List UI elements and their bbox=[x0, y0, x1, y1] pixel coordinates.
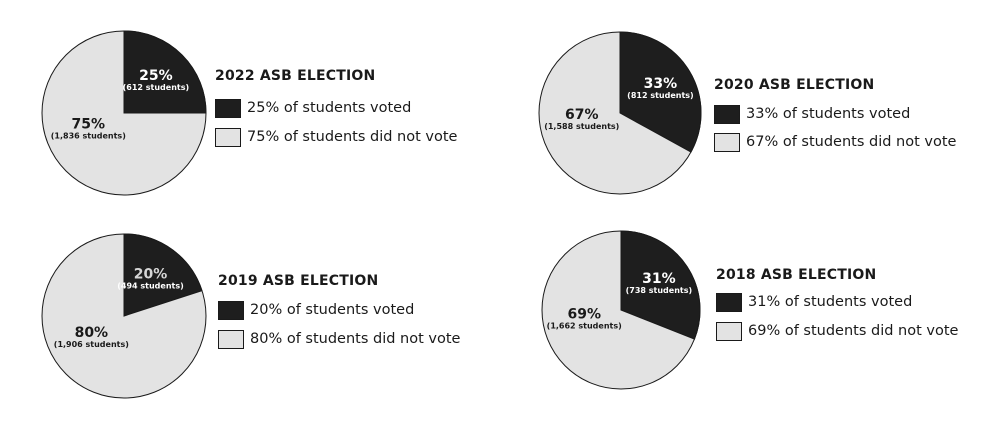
chart-2022: 25% (612 students) 75% (1,836 students) 202… bbox=[0, 0, 500, 210]
legend-item-voted: 33% of students voted bbox=[714, 103, 910, 125]
not-voted-count-label: (1,588 students) bbox=[544, 122, 619, 131]
chart-2020: 33% (812 students) 67% (1,588 students) 202… bbox=[500, 0, 1000, 210]
not-voted-swatch bbox=[218, 329, 244, 349]
voted-swatch bbox=[215, 98, 241, 118]
pie-2022: 25%(612 students) 75%(1,836 students) bbox=[41, 30, 207, 196]
legend-item-voted: 31% of students voted bbox=[716, 291, 912, 313]
voted-pct-label: 25% bbox=[139, 68, 173, 84]
voted-count-label: (494 students) bbox=[117, 282, 184, 291]
voted-pct-label: 31% bbox=[642, 271, 676, 287]
legend-item-not-voted: 67% of students did not vote bbox=[714, 131, 956, 153]
slice-voted bbox=[123, 30, 207, 114]
legend-item-not-voted: 69% of students did not vote bbox=[716, 320, 958, 342]
pie-2020: 33%(812 students) 67%(1,588 students) bbox=[538, 31, 702, 195]
not-voted-count-label: (1,906 students) bbox=[54, 340, 129, 349]
legend-label: 25% of students voted bbox=[247, 100, 412, 116]
voted-swatch bbox=[716, 292, 742, 312]
voted-pct-label: 20% bbox=[134, 267, 168, 283]
slice-voted bbox=[619, 31, 702, 153]
voted-swatch bbox=[714, 104, 740, 124]
chart-title: 2020 ASB ELECTION bbox=[714, 77, 875, 93]
chart-title: 2022 ASB ELECTION bbox=[215, 68, 376, 84]
not-voted-swatch bbox=[215, 127, 241, 147]
voted-pct-label: 33% bbox=[644, 76, 678, 92]
voted-swatch bbox=[218, 300, 244, 320]
not-voted-pct-label: 67% bbox=[565, 107, 599, 123]
legend-label: 67% of students did not vote bbox=[746, 134, 957, 150]
legend-label: 20% of students voted bbox=[250, 302, 415, 318]
slice-voted bbox=[620, 230, 701, 340]
legend-item-not-voted: 80% of students did not vote bbox=[218, 328, 460, 350]
legend-label: 69% of students did not vote bbox=[748, 323, 959, 339]
not-voted-pct-label: 69% bbox=[567, 306, 601, 322]
chart-2019: 20% (494 students) 80% (1,906 students) 201… bbox=[0, 210, 500, 427]
legend-item-voted: 25% of students voted bbox=[215, 97, 411, 119]
legend-item-not-voted: 75% of students did not vote bbox=[215, 126, 457, 148]
chart-title: 2019 ASB ELECTION bbox=[218, 273, 379, 289]
not-voted-swatch bbox=[714, 132, 740, 152]
voted-count-label: (812 students) bbox=[627, 91, 694, 100]
not-voted-swatch bbox=[716, 321, 742, 341]
voted-count-label: (612 students) bbox=[123, 83, 190, 92]
slice-voted bbox=[123, 233, 203, 317]
not-voted-count-label: (1,836 students) bbox=[51, 132, 126, 141]
chart-2018: 31% (738 students) 69% (1,662 students) 201… bbox=[500, 210, 1000, 427]
chart-title: 2018 ASB ELECTION bbox=[716, 267, 877, 283]
legend-label: 33% of students voted bbox=[746, 106, 911, 122]
legend-item-voted: 20% of students voted bbox=[218, 299, 414, 321]
legend-label: 80% of students did not vote bbox=[250, 331, 461, 347]
legend-label: 75% of students did not vote bbox=[247, 129, 458, 145]
not-voted-count-label: (1,662 students) bbox=[547, 321, 622, 330]
pie-2019: 20%(494 students) 80%(1,906 students) bbox=[41, 233, 207, 399]
not-voted-pct-label: 80% bbox=[75, 325, 109, 341]
pie-2018: 31%(738 students) 69%(1,662 students) bbox=[541, 230, 701, 390]
legend-label: 31% of students voted bbox=[748, 294, 913, 310]
not-voted-pct-label: 75% bbox=[72, 117, 106, 133]
voted-count-label: (738 students) bbox=[626, 286, 693, 295]
